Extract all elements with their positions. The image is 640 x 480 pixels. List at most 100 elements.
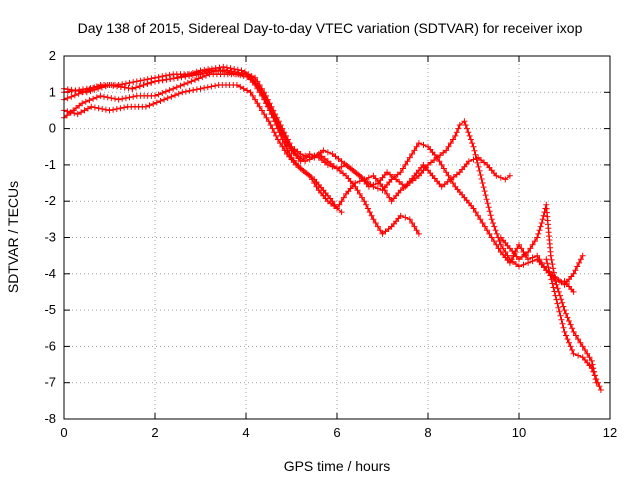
- y-tick-label: -6: [44, 338, 56, 353]
- data-point: [495, 245, 502, 252]
- data-point: [212, 82, 219, 89]
- data-point: [453, 129, 460, 136]
- data-point: [78, 109, 85, 116]
- series-line: [63, 73, 420, 235]
- data-point: [475, 212, 481, 219]
- data-point: [286, 140, 293, 147]
- data-point: [318, 153, 325, 160]
- data-point: [201, 84, 208, 91]
- data-point: [550, 265, 557, 272]
- data-point: [402, 214, 409, 221]
- data-point: [397, 169, 404, 176]
- data-point: [461, 118, 468, 125]
- data-point: [550, 269, 557, 276]
- data-point: [471, 147, 478, 154]
- data-point: [450, 136, 456, 143]
- data-point: [184, 79, 191, 86]
- data-point: [538, 220, 545, 226]
- y-axis-label: SDTVAR / TECUs: [5, 181, 21, 293]
- data-point: [113, 106, 120, 112]
- data-point: [162, 88, 169, 95]
- data-point: [204, 84, 211, 91]
- data-point: [529, 241, 536, 248]
- data-point: [546, 268, 553, 275]
- data-point: [576, 259, 583, 266]
- data-point: [263, 92, 269, 99]
- data-point: [456, 122, 463, 128]
- data-point: [377, 227, 384, 234]
- data-point: [466, 132, 473, 139]
- data-point: [279, 136, 286, 143]
- data-point: [346, 164, 353, 171]
- data-point: [434, 154, 441, 161]
- data-point: [555, 304, 562, 311]
- data-point: [159, 77, 166, 84]
- data-point: [531, 238, 538, 245]
- data-point: [72, 87, 79, 94]
- data-point: [119, 95, 126, 102]
- data-point: [153, 99, 160, 106]
- data-point: [588, 357, 595, 364]
- data-point: [544, 260, 551, 267]
- data-point: [338, 163, 345, 170]
- data-point: [91, 86, 98, 93]
- data-point: [171, 75, 177, 82]
- data-point: [334, 165, 340, 172]
- data-point: [193, 86, 200, 93]
- data-point: [569, 347, 576, 353]
- data-point: [480, 184, 487, 191]
- data-point: [549, 261, 556, 268]
- data-point: [136, 83, 143, 90]
- data-point: [101, 93, 107, 100]
- data-point: [108, 95, 115, 102]
- data-point: [397, 212, 404, 219]
- data-point: [402, 161, 409, 168]
- data-point: [497, 174, 504, 181]
- data-point: [252, 74, 259, 81]
- data-point: [487, 212, 494, 219]
- data-point: [525, 256, 532, 263]
- data-point: [256, 103, 263, 110]
- data-point: [372, 220, 379, 226]
- data-point: [140, 82, 147, 88]
- data-point: [534, 234, 541, 241]
- x-tick-label: 8: [424, 425, 431, 440]
- data-point: [208, 65, 215, 72]
- data-point: [130, 79, 137, 86]
- data-point: [64, 86, 71, 93]
- data-point: [484, 227, 491, 234]
- data-point: [197, 67, 204, 74]
- data-point: [258, 85, 265, 92]
- data-point: [313, 183, 320, 190]
- data-point: [559, 320, 566, 327]
- data-point: [597, 387, 604, 393]
- data-point: [478, 176, 485, 182]
- data-point: [479, 180, 486, 186]
- data-point: [584, 350, 591, 357]
- data-point: [465, 158, 472, 165]
- data-point: [470, 156, 477, 163]
- data-point: [547, 272, 554, 279]
- data-point: [110, 82, 117, 89]
- data-point: [182, 72, 189, 79]
- data-point: [173, 84, 180, 91]
- data-point: [159, 90, 166, 96]
- data-point: [482, 192, 489, 199]
- data-point: [212, 65, 219, 72]
- data-point: [502, 176, 509, 183]
- data-point: [485, 204, 492, 211]
- data-point: [91, 104, 98, 111]
- data-point: [83, 89, 90, 96]
- data-point: [382, 228, 389, 235]
- data-point: [552, 292, 559, 299]
- data-point: [155, 77, 162, 84]
- data-point: [364, 205, 371, 212]
- data-point: [570, 350, 577, 357]
- data-point: [354, 187, 361, 194]
- data-point: [254, 100, 261, 107]
- data-point: [556, 308, 563, 315]
- data-point: [559, 299, 566, 306]
- data-point: [506, 172, 513, 179]
- data-point: [491, 223, 498, 230]
- data-point: [411, 223, 418, 230]
